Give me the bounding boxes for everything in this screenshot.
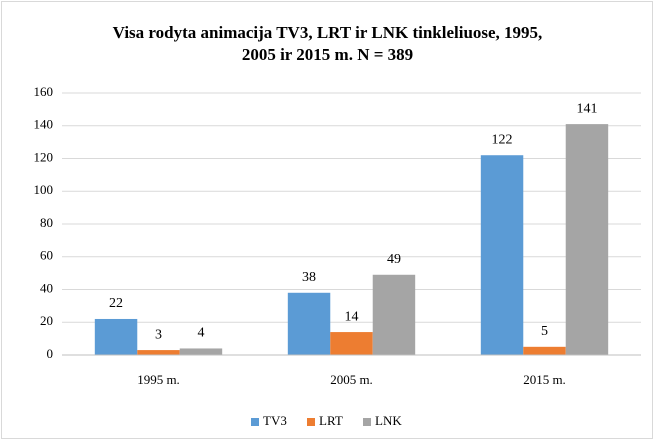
x-tick-label: 1995 m.	[137, 372, 180, 387]
y-tick-label: 0	[47, 346, 54, 361]
bar	[179, 348, 223, 355]
bar	[480, 155, 524, 355]
data-label: 22	[109, 296, 123, 311]
legend-label: LRT	[319, 413, 343, 428]
legend-swatch	[251, 418, 259, 426]
chart-title: Visa rodyta animacija TV3, LRT ir LNK ti…	[112, 23, 543, 64]
data-label: 5	[541, 324, 548, 339]
y-tick-label: 120	[34, 149, 54, 164]
y-tick-label: 40	[40, 280, 53, 295]
y-tick-label: 140	[34, 117, 54, 132]
data-label: 3	[155, 327, 162, 342]
x-tick-label: 2005 m.	[330, 372, 373, 387]
bar	[287, 292, 331, 355]
bar	[372, 274, 416, 355]
data-label: 14	[345, 309, 359, 324]
data-label: 122	[492, 132, 513, 147]
bar	[137, 350, 180, 355]
y-tick-label: 20	[40, 313, 53, 328]
data-label: 4	[197, 326, 204, 341]
data-label: 141	[576, 101, 597, 116]
legend-swatch	[363, 418, 371, 426]
bar	[94, 318, 138, 355]
y-tick-label: 100	[34, 182, 54, 197]
data-label: 38	[302, 270, 316, 285]
data-label: 49	[387, 252, 401, 267]
bar	[523, 346, 566, 355]
bar	[330, 332, 373, 355]
legend-label: LNK	[375, 413, 402, 428]
y-tick-label: 160	[34, 84, 54, 99]
legend-label: TV3	[263, 413, 287, 428]
y-tick-label: 60	[40, 248, 53, 263]
bar	[565, 124, 609, 355]
y-tick-label: 80	[40, 215, 53, 230]
x-tick-label: 2015 m.	[523, 372, 566, 387]
legend-swatch	[307, 418, 315, 426]
